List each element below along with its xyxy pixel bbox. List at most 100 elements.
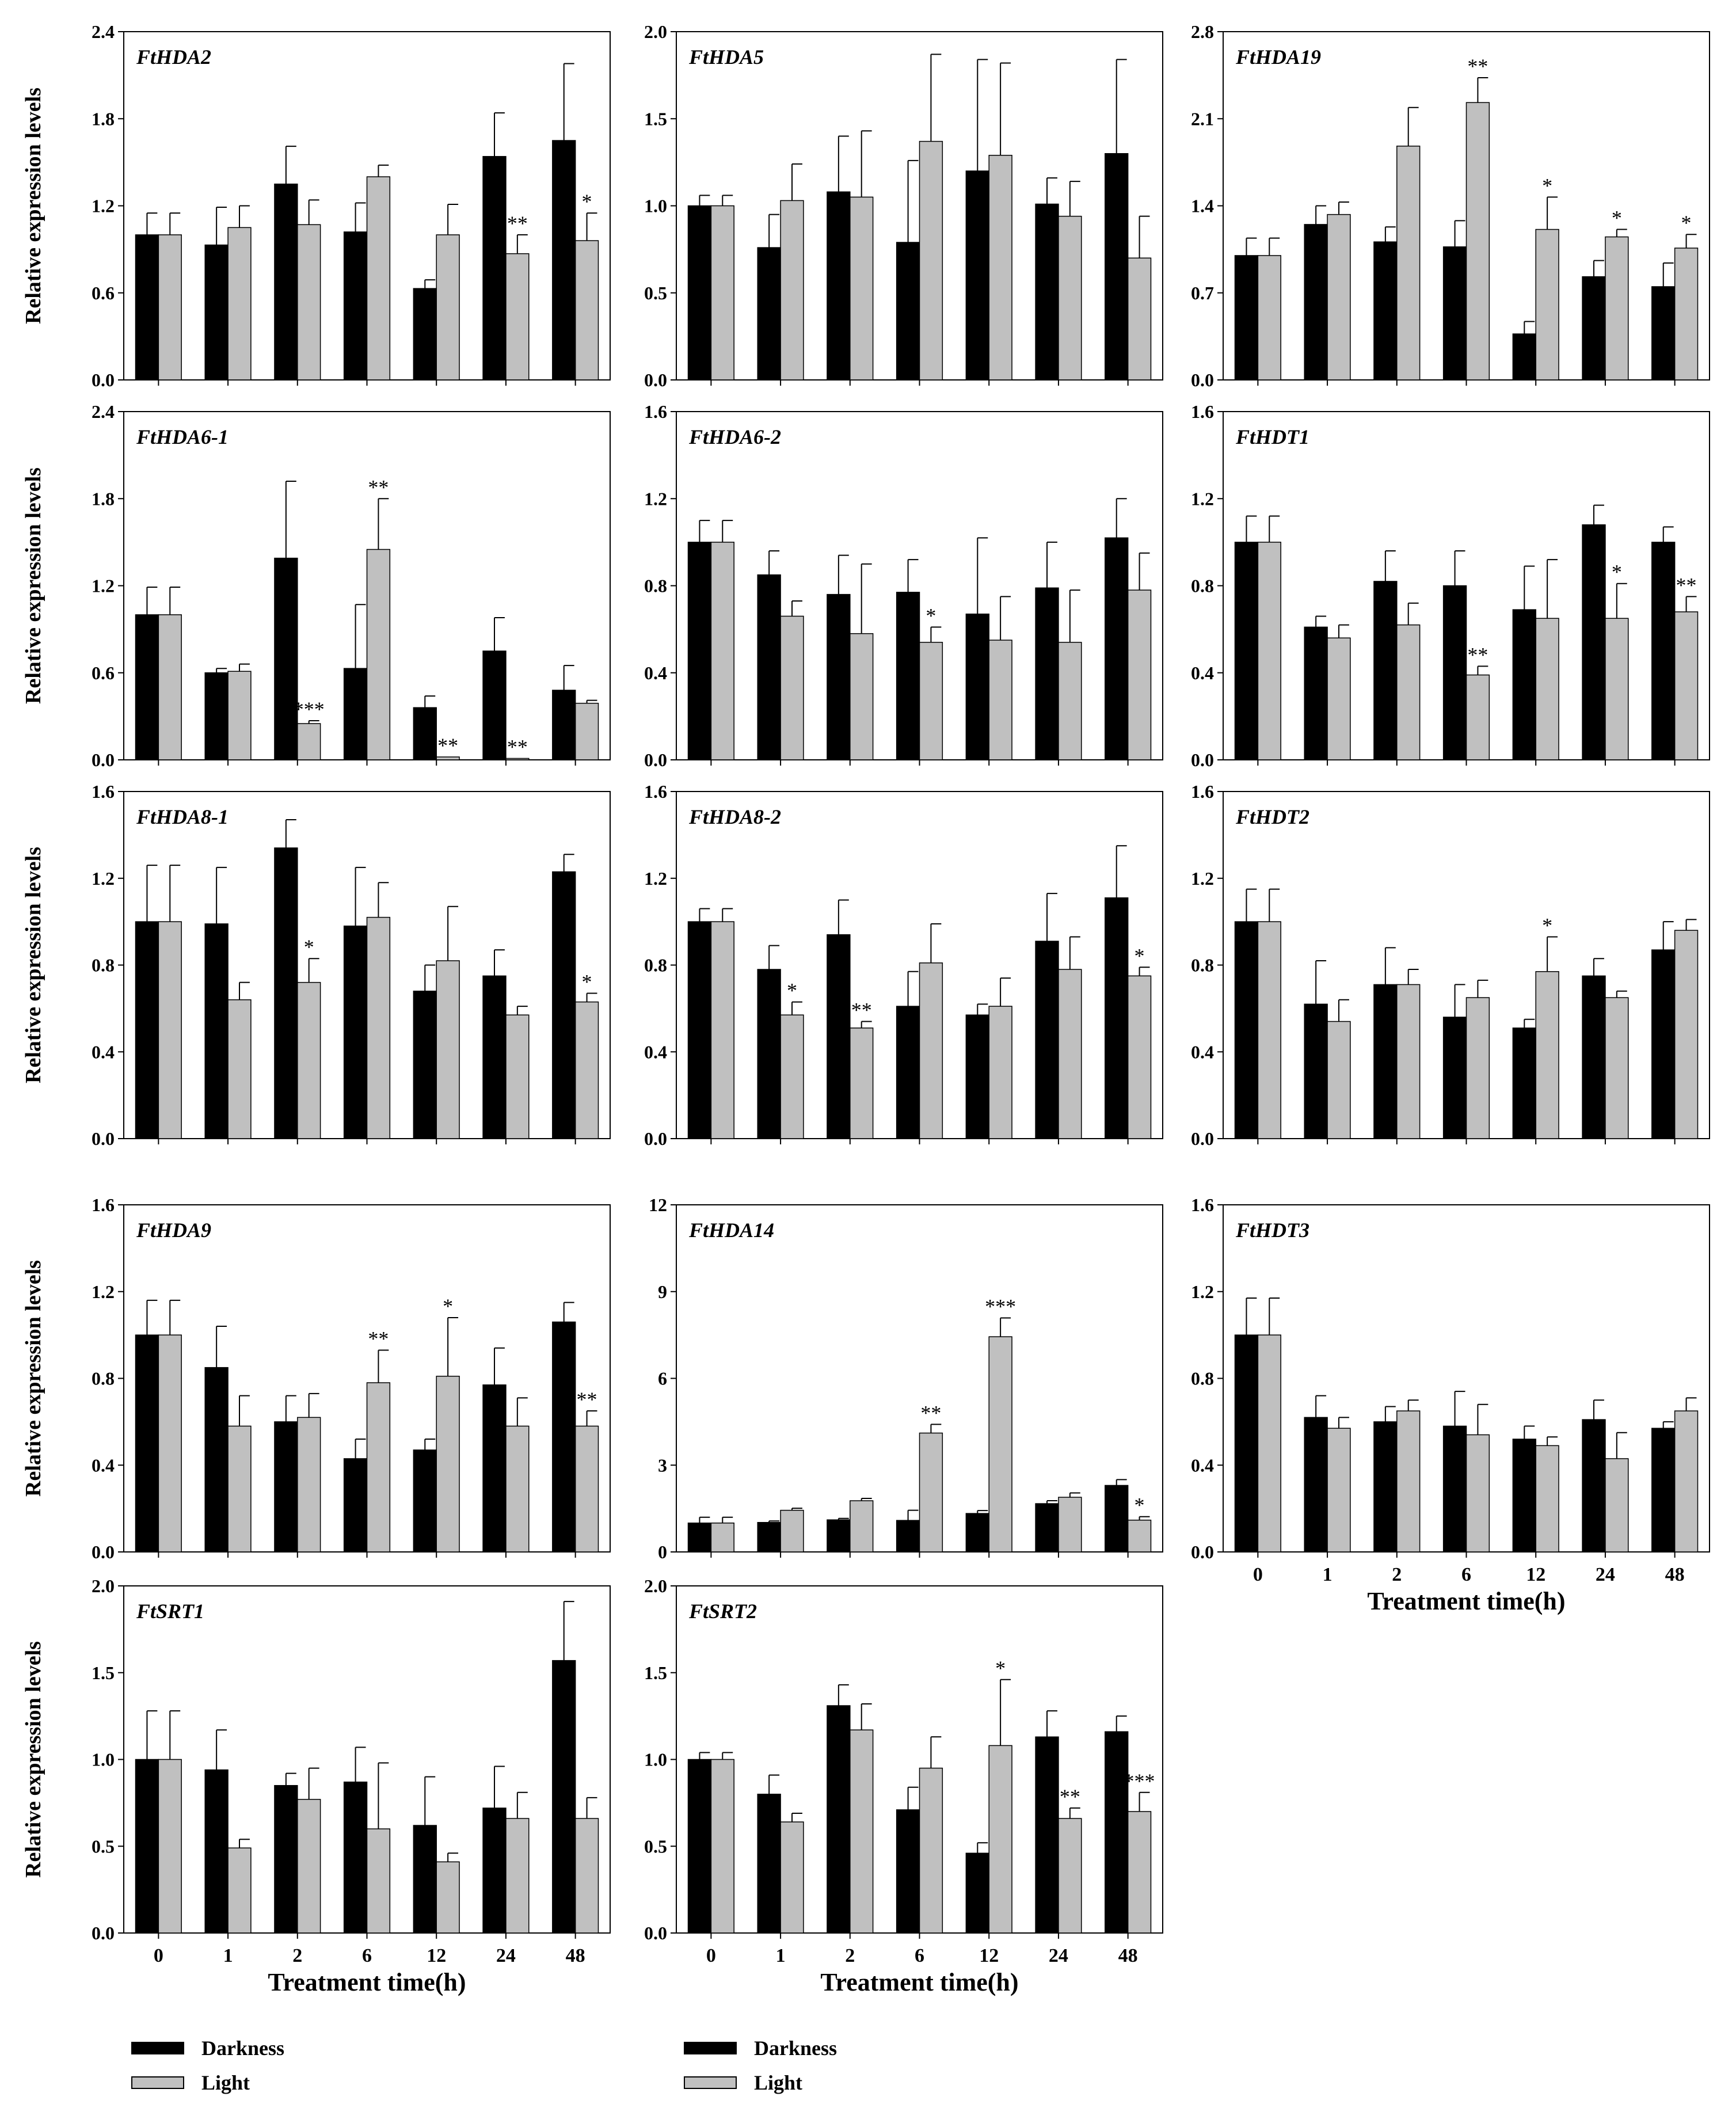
bar-light: [850, 196, 874, 380]
x-tick-label: 12: [427, 1945, 446, 1966]
bar-light: [780, 200, 804, 380]
y-tick-label: 1.4: [1191, 196, 1214, 216]
bar-light: [366, 916, 391, 1139]
panel-title: FtHDA8-1: [136, 805, 229, 828]
bar-light: [1605, 236, 1629, 380]
y-tick-label: 1.2: [1191, 868, 1214, 889]
x-tick-label: 2: [845, 1945, 855, 1966]
bar-darkness: [1105, 897, 1129, 1139]
bar-darkness: [1651, 542, 1676, 760]
bar-light: [574, 1425, 599, 1553]
bar-darkness: [1035, 587, 1059, 760]
bar-light: [366, 176, 391, 380]
y-tick-label: 0.6: [92, 283, 115, 303]
bar-darkness: [343, 231, 368, 380]
bar-darkness: [1304, 224, 1328, 380]
x-tick-label: 6: [362, 1945, 372, 1966]
y-tick-label: 0.4: [644, 663, 667, 683]
bar-light: [1127, 1811, 1152, 1934]
bar-light: [850, 1500, 874, 1553]
bar-light: [1465, 1434, 1490, 1553]
x-tick-label: 1: [1323, 1564, 1333, 1585]
y-tick-label: 1.5: [644, 108, 667, 129]
bar-light: [988, 155, 1012, 380]
bar-light: [505, 1425, 530, 1553]
significance-marker: **: [577, 1388, 597, 1411]
bar-darkness: [1651, 949, 1676, 1139]
bar-darkness: [552, 1660, 576, 1934]
bar-light: [297, 723, 321, 760]
bar-darkness: [1651, 1428, 1676, 1553]
bar-light: [850, 633, 874, 760]
bar-light: [1535, 971, 1559, 1139]
significance-marker: **: [368, 1327, 389, 1350]
significance-marker: **: [507, 212, 528, 235]
y-tick-label: 6: [658, 1368, 667, 1389]
y-tick-label: 0.8: [644, 955, 667, 976]
y-tick-label: 1.0: [644, 196, 667, 216]
significance-marker: *: [995, 1657, 1006, 1680]
bar-light: [1127, 1519, 1152, 1553]
bar-darkness: [274, 1784, 298, 1934]
legend-left: Darkness Light: [131, 2035, 284, 2095]
y-tick-label: 0.0: [1191, 1542, 1214, 1562]
bar-light: [780, 1014, 804, 1139]
x-tick-label: 0: [1253, 1564, 1263, 1585]
bar-darkness: [274, 557, 298, 760]
bar-darkness: [482, 650, 507, 760]
y-tick-label: 0.8: [1191, 576, 1214, 596]
y-tick-label: 9: [658, 1281, 667, 1302]
y-tick-label: 0.0: [644, 370, 667, 390]
bar-light: [850, 1028, 874, 1139]
bar-darkness: [135, 1334, 159, 1553]
y-tick-label: 2.0: [644, 1576, 667, 1596]
y-tick-label: 1.2: [644, 488, 667, 509]
chart-panel-fthda8-1: 0.0 0.4 0.8 1.2 1.6 * * FtHDA8-1 Relative expres…: [21, 781, 611, 1149]
bar-light: [780, 1509, 804, 1553]
bar-light: [1674, 1410, 1699, 1553]
x-tick-label: 12: [979, 1945, 999, 1966]
y-tick-label: 0.4: [1191, 663, 1214, 683]
bar-light: [710, 205, 734, 380]
y-tick-label: 0.0: [644, 1923, 667, 1943]
x-axis-label: Treatment time(h): [1367, 1587, 1565, 1615]
bar-darkness: [687, 205, 712, 380]
bar-light: [297, 981, 321, 1139]
chart-panel-fthda8-2: 0.00.40.81.21.6****FtHDA8-2: [644, 781, 1163, 1149]
bar-light: [436, 960, 460, 1139]
bar-light: [850, 1729, 874, 1934]
chart-panel-fthdt3: 0.00.40.81.21.60 1 2 6 12 24 48FtHDT3Treatment…: [1191, 1194, 1710, 1615]
bar-light: [574, 702, 599, 760]
bar-light: [505, 1014, 530, 1139]
bar-darkness: [827, 1705, 851, 1934]
bar-light: [988, 1745, 1012, 1934]
bar-light: [1257, 542, 1281, 760]
panel-title: FtHDA6-2: [688, 425, 781, 448]
bar-darkness: [204, 1367, 229, 1553]
bar-light: [297, 224, 321, 380]
y-tick-label: 1.8: [92, 488, 115, 509]
y-tick-label: 0.8: [1191, 955, 1214, 976]
y-tick-label: 1.6: [1191, 1194, 1214, 1215]
y-tick-label: 0.4: [92, 1455, 115, 1475]
significance-marker: ***: [294, 698, 325, 721]
bar-darkness: [135, 614, 159, 760]
bar-light: [1257, 255, 1281, 380]
y-tick-label: 2.4: [92, 21, 115, 42]
chart-panel-ftsrt2: 0.00.51.01.52.00 1 2 6 12 24 48******FtSRT2Tre…: [644, 1576, 1163, 1996]
bar-light: [505, 1818, 530, 1934]
y-tick-label: 1.0: [644, 1749, 667, 1770]
bar-light: [1465, 997, 1490, 1139]
y-tick-label: 0.0: [92, 1128, 115, 1149]
y-tick-label: 0.5: [92, 1836, 115, 1856]
x-tick-label: 6: [1461, 1564, 1471, 1585]
bar-darkness: [413, 707, 437, 760]
bar-light: [710, 1523, 734, 1553]
bar-darkness: [757, 969, 781, 1139]
panel-title: FtHDT3: [1235, 1219, 1309, 1242]
y-tick-label: 0.0: [1191, 749, 1214, 770]
chart-panel-fthda6-1: 0.00.61.21.82.4******* **FtHDA6-1Relative…: [21, 401, 611, 770]
y-tick-label: 0.8: [92, 1368, 115, 1389]
bar-light: [988, 1336, 1012, 1553]
